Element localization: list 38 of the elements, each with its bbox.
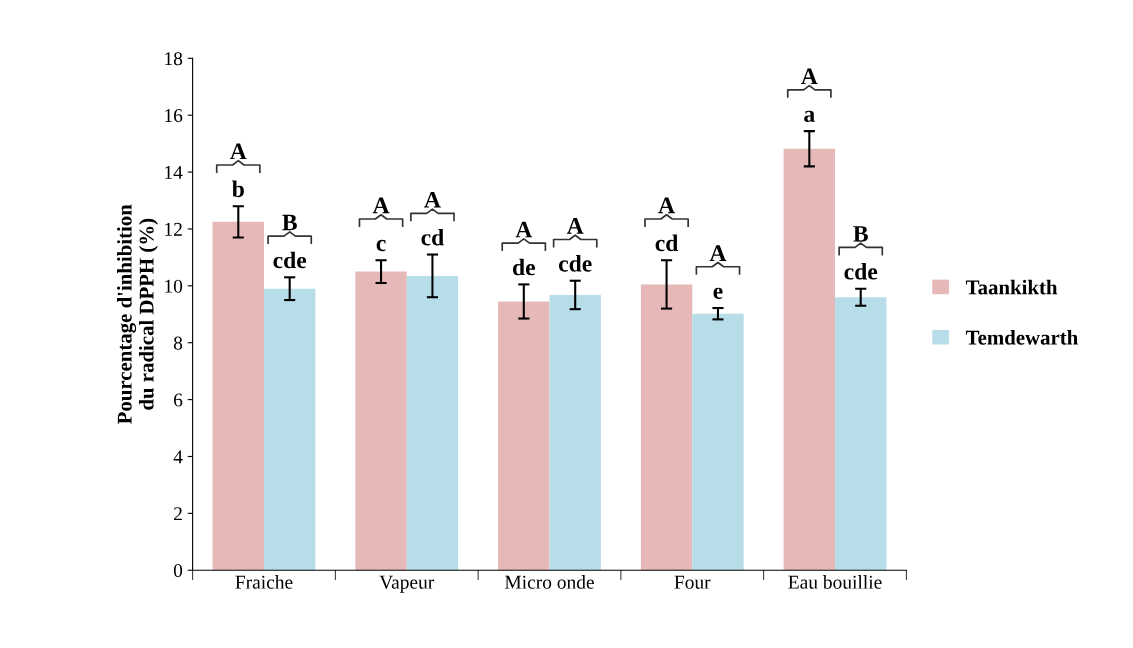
data-label: A cd bbox=[655, 197, 679, 252]
bar bbox=[640, 284, 693, 571]
bar bbox=[212, 221, 264, 571]
bar bbox=[783, 148, 836, 571]
bar bbox=[835, 297, 887, 571]
data-label: A a bbox=[801, 68, 818, 123]
x-tick-label: Vapeur bbox=[379, 575, 435, 593]
data-label: A de bbox=[512, 221, 535, 276]
x-tick-label: Four bbox=[674, 575, 711, 589]
y-tick-label: 10 bbox=[165, 279, 183, 293]
data-label: A b bbox=[230, 143, 247, 198]
y-tick-label: 18 bbox=[165, 52, 183, 66]
data-label: A c bbox=[372, 197, 390, 252]
y-tick-label: 12 bbox=[165, 222, 182, 236]
x-tick-label: Micro onde bbox=[504, 575, 594, 589]
x-tick-label: Eau bouillie bbox=[788, 575, 882, 589]
data-label: B cde bbox=[273, 214, 307, 269]
legend-label: Temdewarth bbox=[965, 330, 1078, 345]
bar bbox=[263, 288, 316, 571]
legend-label: Taankikth bbox=[965, 279, 1058, 295]
y-tick-label: 0 bbox=[173, 564, 183, 578]
data-label: B cde bbox=[844, 226, 878, 280]
y-tick-label: 4 bbox=[173, 450, 183, 464]
y-tick-label: 8 bbox=[173, 336, 183, 350]
data-label: A cde bbox=[558, 218, 592, 272]
bar bbox=[498, 301, 550, 571]
y-tick-label: 2 bbox=[174, 507, 182, 521]
y-tick-label: 16 bbox=[165, 109, 183, 123]
bar bbox=[406, 275, 459, 571]
bar bbox=[692, 313, 744, 571]
x-tick-label: Fraiche bbox=[235, 575, 293, 589]
bar bbox=[355, 271, 407, 571]
bar bbox=[549, 294, 601, 571]
data-label: A cd bbox=[421, 191, 444, 246]
y-axis-title: Pourcentage d'inhibition du radical DPPH (%) bbox=[117, 204, 158, 424]
data-label: A e bbox=[709, 245, 727, 299]
y-tick-label: 14 bbox=[165, 165, 183, 179]
y-tick-label: 6 bbox=[174, 393, 183, 407]
